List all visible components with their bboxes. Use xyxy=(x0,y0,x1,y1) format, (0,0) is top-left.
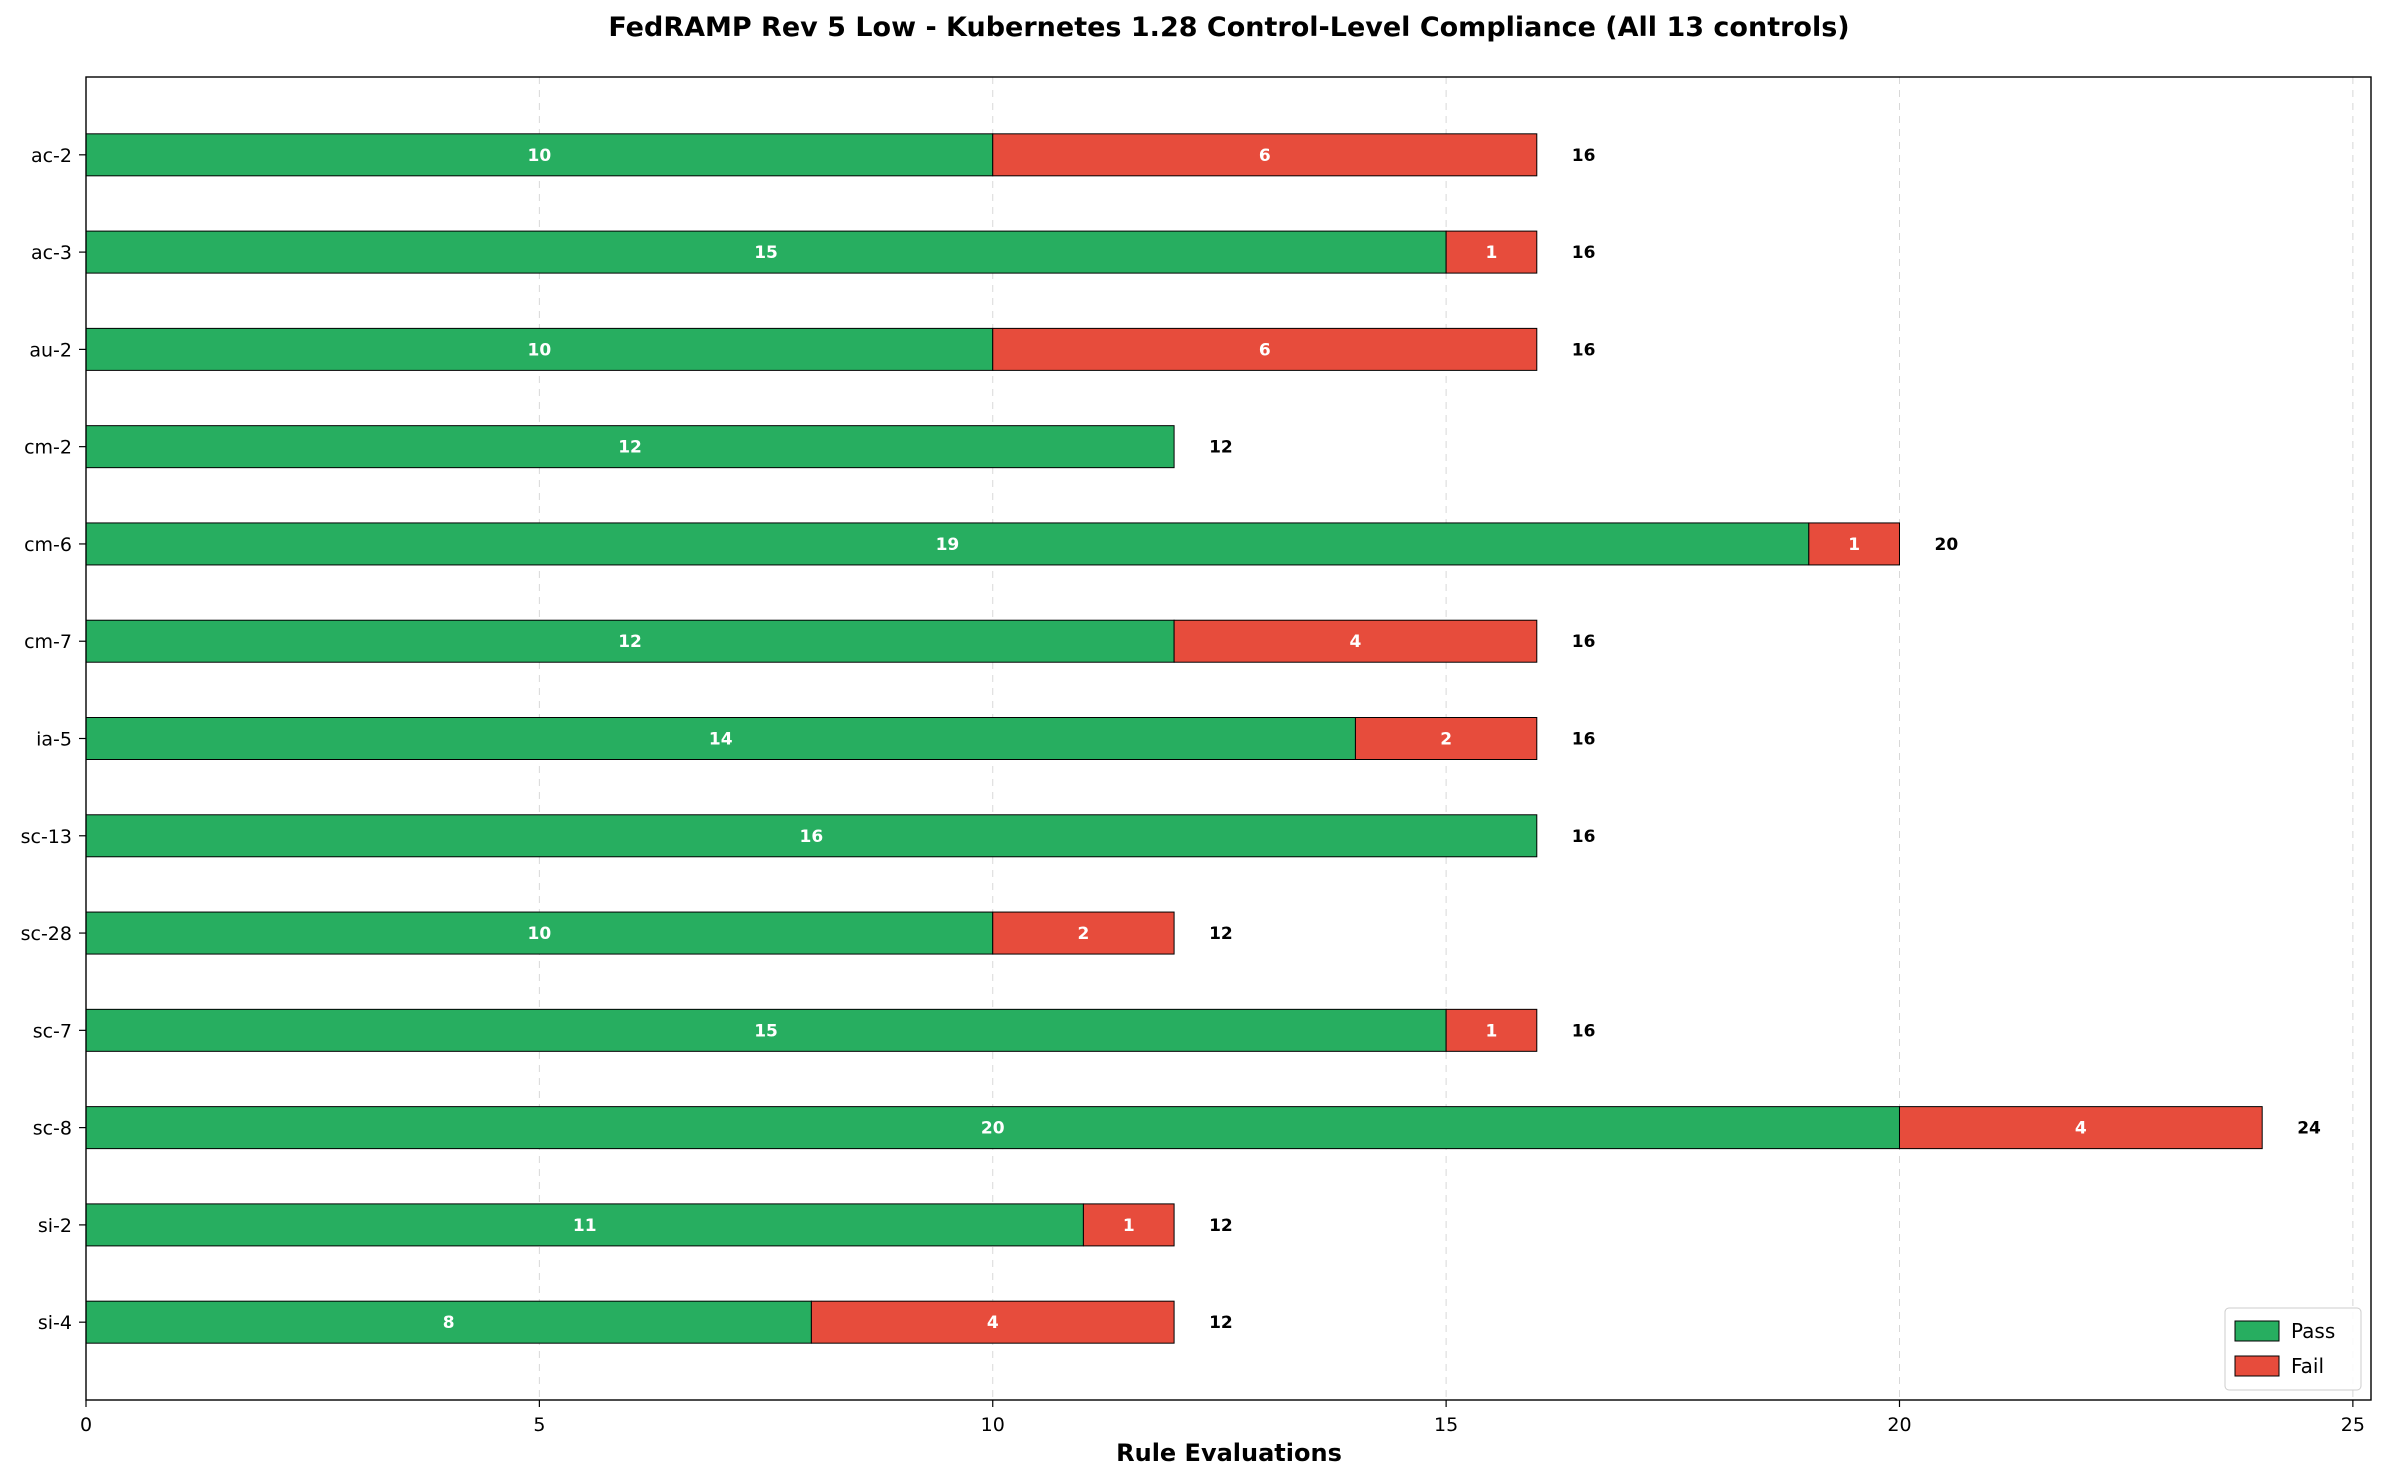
y-tick-label-cm-2: cm-2 xyxy=(24,437,72,459)
bar-pass-si-2 xyxy=(85,1203,1084,1247)
legend-swatch-fail xyxy=(2234,1355,2280,1377)
y-tick-label-si-2: si-2 xyxy=(38,1215,72,1237)
legend-label-fail: Fail xyxy=(2291,1354,2324,1378)
legend-label-pass: Pass xyxy=(2291,1319,2335,1343)
bar-fail-sc-28 xyxy=(992,911,1175,955)
bar-fail-cm-6 xyxy=(1808,522,1900,566)
bar-pass-au-2 xyxy=(85,327,994,371)
y-tick-label-au-2: au-2 xyxy=(29,339,72,361)
segment-label-pass-si-2: 11 xyxy=(573,1216,597,1236)
total-label-sc-7: 16 xyxy=(1572,1021,1596,1041)
segment-label-pass-sc-7: 15 xyxy=(754,1021,778,1041)
total-label-si-2: 12 xyxy=(1209,1216,1233,1236)
y-tick-label-cm-7: cm-7 xyxy=(24,631,72,653)
bar-fail-si-4 xyxy=(810,1300,1175,1344)
bars-group xyxy=(85,133,2263,1344)
y-tick-label-ac-3: ac-3 xyxy=(31,242,72,264)
bar-pass-sc-7 xyxy=(85,1008,1447,1052)
segment-label-pass-sc-28: 10 xyxy=(528,924,552,944)
total-label-sc-13: 16 xyxy=(1572,827,1596,847)
chart-title: FedRAMP Rev 5 Low - Kubernetes 1.28 Cont… xyxy=(608,12,1849,43)
bar-fail-sc-7 xyxy=(1445,1008,1538,1052)
total-label-ac-2: 16 xyxy=(1572,146,1596,166)
x-tick-label-25: 25 xyxy=(2341,1414,2365,1436)
segment-label-pass-cm-7: 12 xyxy=(618,632,642,652)
x-tick-label-10: 10 xyxy=(981,1414,1005,1436)
segment-label-pass-ia-5: 14 xyxy=(709,730,733,750)
total-label-sc-28: 12 xyxy=(1209,924,1233,944)
segment-label-fail-sc-7: 1 xyxy=(1486,1021,1498,1041)
bar-fail-ac-3 xyxy=(1445,230,1538,274)
bar-pass-sc-8 xyxy=(85,1106,1900,1150)
segment-label-pass-au-2: 10 xyxy=(528,340,552,360)
bar-fail-ac-2 xyxy=(992,133,1538,177)
x-tick-label-0: 0 xyxy=(80,1414,92,1436)
total-label-cm-2: 12 xyxy=(1209,438,1233,458)
segment-label-fail-ac-3: 1 xyxy=(1486,243,1498,263)
bar-pass-ac-3 xyxy=(85,230,1447,274)
bar-fail-sc-8 xyxy=(1898,1106,2263,1150)
segment-label-pass-ac-2: 10 xyxy=(528,146,552,166)
bar-fail-cm-7 xyxy=(1173,619,1538,663)
segment-label-fail-ac-2: 6 xyxy=(1259,146,1271,166)
total-label-cm-6: 20 xyxy=(1934,535,1958,555)
y-tick-label-si-4: si-4 xyxy=(38,1312,72,1334)
segment-label-pass-ac-3: 15 xyxy=(754,243,778,263)
total-label-au-2: 16 xyxy=(1572,340,1596,360)
y-tick-label-ac-2: ac-2 xyxy=(31,145,72,167)
segment-label-pass-cm-2: 12 xyxy=(618,438,642,458)
bar-pass-sc-13 xyxy=(85,814,1538,858)
y-tick-label-cm-6: cm-6 xyxy=(24,534,72,556)
bar-pass-ac-2 xyxy=(85,133,994,177)
segment-label-pass-cm-6: 19 xyxy=(936,535,960,555)
bar-fail-ia-5 xyxy=(1354,717,1538,760)
plot-frame xyxy=(85,76,2372,1401)
legend-swatch-pass xyxy=(2234,1320,2280,1342)
segment-label-fail-sc-28: 2 xyxy=(1077,924,1089,944)
total-label-si-4: 12 xyxy=(1209,1313,1233,1333)
bar-pass-si-4 xyxy=(85,1300,812,1344)
segment-label-fail-au-2: 6 xyxy=(1259,340,1271,360)
axes-group: ac-2 ac-3 au-2 cm-2 cm-6 cm-7 ia-5 sc-13 sc-28 sc… xyxy=(21,76,2372,1436)
segment-label-fail-cm-6: 1 xyxy=(1848,535,1860,555)
y-tick-label-sc-7: sc-7 xyxy=(33,1020,72,1042)
segment-label-fail-cm-7: 4 xyxy=(1350,632,1362,652)
segment-label-fail-sc-8: 4 xyxy=(2075,1119,2087,1139)
segment-label-fail-si-4: 4 xyxy=(987,1313,999,1333)
segment-label-fail-ia-5: 2 xyxy=(1440,730,1452,750)
x-axis-label: Rule Evaluations xyxy=(1116,1439,1342,1467)
bar-pass-ia-5 xyxy=(85,717,1356,760)
bar-fail-au-2 xyxy=(992,327,1538,371)
x-tick-label-20: 20 xyxy=(1887,1414,1911,1436)
segment-label-pass-sc-13: 16 xyxy=(800,827,824,847)
y-tick-label-sc-28: sc-28 xyxy=(21,923,72,945)
total-label-ia-5: 16 xyxy=(1572,730,1596,750)
bar-fail-si-2 xyxy=(1082,1203,1175,1247)
segment-label-pass-si-4: 8 xyxy=(443,1313,455,1333)
y-tick-label-sc-13: sc-13 xyxy=(21,826,72,848)
legend: Pass Fail xyxy=(2224,1307,2362,1391)
segment-label-fail-si-2: 1 xyxy=(1123,1216,1135,1236)
segment-label-pass-sc-8: 20 xyxy=(981,1119,1005,1139)
total-label-cm-7: 16 xyxy=(1572,632,1596,652)
x-tick-label-15: 15 xyxy=(1434,1414,1458,1436)
y-tick-label-sc-8: sc-8 xyxy=(33,1118,72,1140)
bar-pass-cm-2 xyxy=(85,425,1175,469)
total-label-ac-3: 16 xyxy=(1572,243,1596,263)
total-label-sc-8: 24 xyxy=(2297,1119,2321,1139)
x-tick-label-5: 5 xyxy=(533,1414,545,1436)
bar-pass-cm-7 xyxy=(85,619,1175,663)
y-tick-label-ia-5: ia-5 xyxy=(36,729,72,751)
